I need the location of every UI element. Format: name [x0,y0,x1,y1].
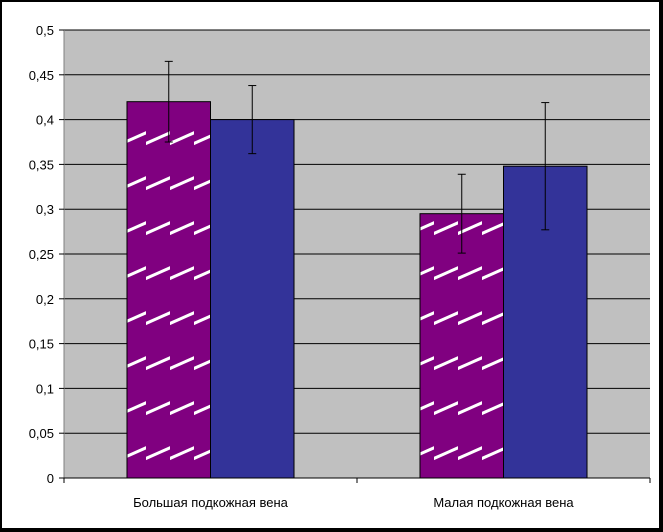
y-tick-label: 0,25 [29,247,54,262]
y-tick-label: 0,4 [36,113,54,128]
y-tick-label: 0,35 [29,157,54,172]
bar [419,213,504,479]
x-category-labels: Большая подкожная вена Малая подкожная ве… [63,478,651,510]
y-tick-label: 0,5 [36,23,54,38]
x-category-label: Большая подкожная вена [133,495,289,510]
y-tick-label: 0 [47,471,54,486]
y-tick-label: 0,2 [36,292,54,307]
bar [126,101,211,479]
bars-group [126,101,588,479]
error-bars-group [164,60,550,254]
chart-frame: 0 0,05 0,1 0,15 0,2 0,25 0,3 0,35 0,4 0,45 0,5 Бол… [2,2,659,528]
x-category-label: Малая подкожная вена [433,495,574,510]
bar [210,119,295,479]
y-tick-label: 0,45 [29,68,54,83]
y-tick-label: 0,15 [29,337,54,352]
y-tick-label: 0,3 [36,202,54,217]
y-tick-label: 0,1 [36,381,54,396]
bar-chart: 0 0,05 0,1 0,15 0,2 0,25 0,3 0,35 0,4 0,45 0,5 Бол… [29,23,651,510]
y-tick-label: 0,05 [29,426,54,441]
y-tick-labels: 0 0,05 0,1 0,15 0,2 0,25 0,3 0,35 0,4 0,45 0,5 [29,23,64,486]
